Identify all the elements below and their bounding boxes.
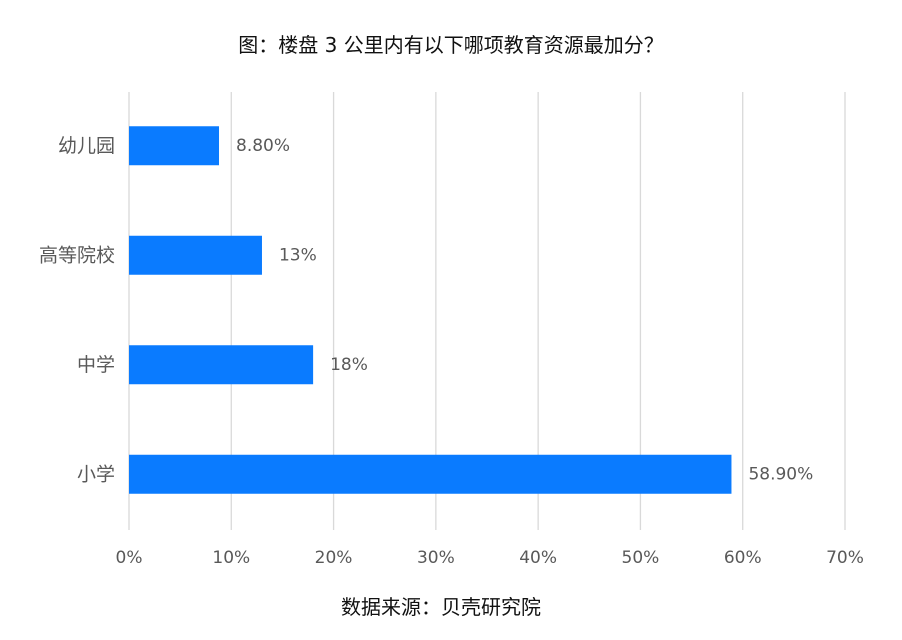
data-labels: 8.80% 13% 18% 58.90% [236,136,813,485]
category-label-2: 高等院校 [39,244,115,266]
gridlines [128,92,846,530]
x-tick-label-5: 40% [519,548,557,568]
x-tick-label-6: 50% [622,548,660,568]
category-label-1: 幼儿园 [58,135,115,157]
category-label-4: 小学 [77,463,115,485]
chart-source: 数据来源：贝壳研究院 [341,595,541,619]
bars [129,126,732,494]
x-tick-label-8: 70% [826,548,864,568]
x-tick-label-3: 20% [315,548,353,568]
bar-3 [129,345,314,385]
x-tick-label-7: 60% [724,548,762,568]
bar-1 [129,126,220,166]
bar-2 [129,235,262,275]
bar-4 [129,454,732,494]
data-label-4: 58.90% [748,464,813,484]
data-label-1: 8.80% [236,136,290,156]
data-label-3: 18% [330,355,368,375]
data-label-2: 13% [279,245,317,265]
x-axis-tick-labels: 0% 10% 20% 30% 40% 50% 60% 70% [116,548,864,568]
x-tick-label-1: 0% [116,548,143,568]
x-tick-label-2: 10% [212,548,250,568]
chart-title: 图：楼盘 3 公里内有以下哪项教育资源最加分？ [238,33,663,57]
x-tick-label-4: 30% [417,548,455,568]
category-label-3: 中学 [77,354,115,376]
